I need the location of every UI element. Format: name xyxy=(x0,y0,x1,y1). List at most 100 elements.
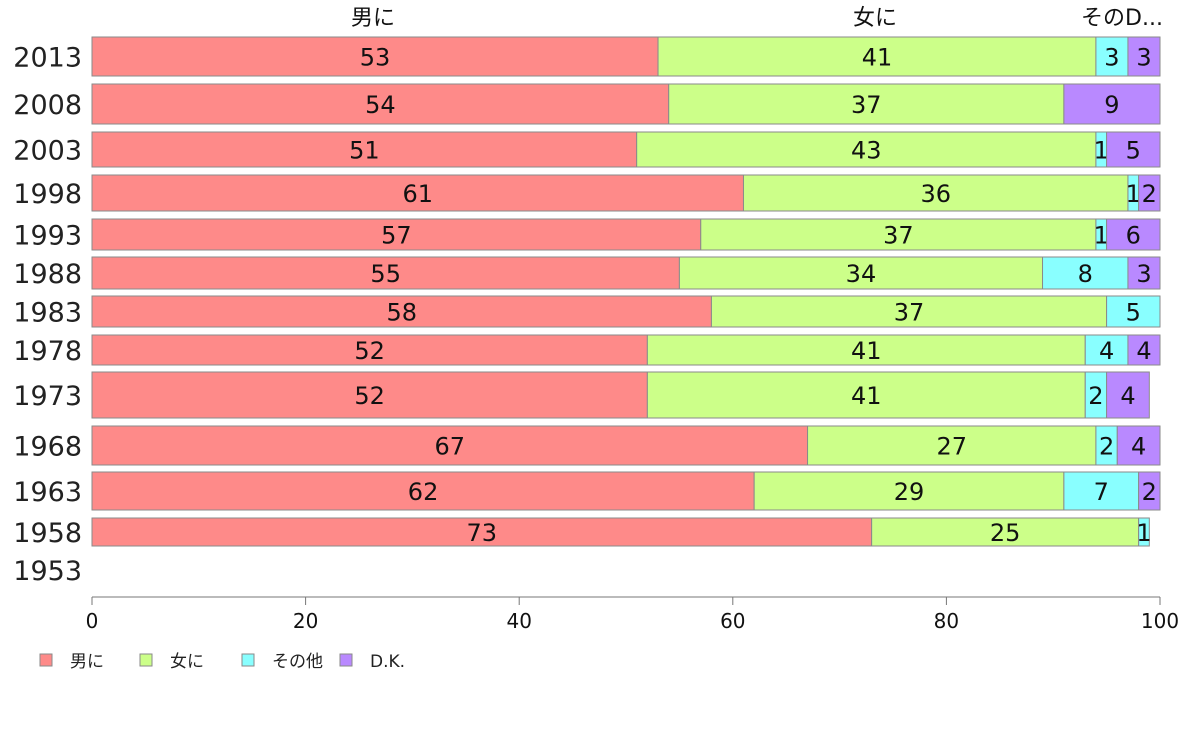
x-tick-label: 20 xyxy=(293,609,318,633)
data-label: 58 xyxy=(386,299,417,327)
data-label: 1 xyxy=(1094,137,1109,165)
data-label: 9 xyxy=(1104,91,1119,119)
data-label: 57 xyxy=(381,222,412,250)
bar-segment xyxy=(1106,295,1161,328)
category-label: 2013 xyxy=(13,43,82,74)
data-label: 53 xyxy=(360,44,391,72)
bar-segment xyxy=(91,517,873,547)
data-label: 4 xyxy=(1120,382,1135,410)
bar-segment xyxy=(1063,471,1140,511)
bar-segment xyxy=(1106,131,1161,168)
category-label: 2008 xyxy=(13,90,82,121)
bar-segment xyxy=(678,256,1044,290)
data-label: 29 xyxy=(894,478,925,506)
category-label: 1968 xyxy=(13,432,82,463)
bar-segment xyxy=(1084,334,1129,366)
data-label: 27 xyxy=(936,433,967,461)
legend-swatch xyxy=(139,653,153,667)
data-label: 3 xyxy=(1136,44,1151,72)
legend-swatch xyxy=(241,653,255,667)
legend-label: 男に xyxy=(70,652,104,672)
bar-segment xyxy=(753,471,1065,511)
data-label: 37 xyxy=(883,222,914,250)
x-tick-label: 60 xyxy=(720,609,745,633)
data-label: 37 xyxy=(851,91,882,119)
bar-segment xyxy=(1127,36,1161,77)
column-headers: 男に 女に そのD... xyxy=(351,6,1163,31)
data-label: 6 xyxy=(1126,222,1141,250)
category-label: 1953 xyxy=(13,556,82,587)
column-header: そのD... xyxy=(1081,6,1163,31)
category-label: 1973 xyxy=(13,381,82,412)
data-label: 1 xyxy=(1126,180,1141,208)
year-labels: 2013 2008 2003 1998 1993 1988 1983 1978 1973 1968… xyxy=(13,43,82,588)
bar-segment xyxy=(91,218,702,251)
column-header: 男に xyxy=(351,6,395,31)
data-label: 61 xyxy=(402,180,433,208)
bar-segment xyxy=(1095,36,1129,77)
bar-segment xyxy=(91,425,809,466)
data-label: 55 xyxy=(370,260,401,288)
data-label: 25 xyxy=(990,519,1021,547)
data-label: 5 xyxy=(1126,137,1141,165)
data-label: 51 xyxy=(349,137,380,165)
category-label: 1963 xyxy=(13,477,82,508)
x-tick-label: 0 xyxy=(86,609,99,633)
legend-swatch xyxy=(339,653,353,667)
bar-segment xyxy=(91,471,755,511)
data-label: 1 xyxy=(1094,222,1109,250)
data-label: 7 xyxy=(1094,478,1109,506)
data-label: 41 xyxy=(851,337,882,365)
data-label: 2 xyxy=(1142,180,1157,208)
bar-segment xyxy=(742,174,1129,212)
column-header: 女に xyxy=(853,6,897,31)
data-label: 8 xyxy=(1078,260,1093,288)
bar-segment xyxy=(871,517,1140,547)
data-label: 52 xyxy=(354,382,385,410)
data-label: 5 xyxy=(1126,299,1141,327)
category-label: 1978 xyxy=(13,336,82,367)
bar-segment xyxy=(1116,425,1161,466)
bar-segment xyxy=(91,131,638,168)
bar-segment xyxy=(1138,174,1161,212)
data-label: 2 xyxy=(1099,433,1114,461)
bar-segment xyxy=(91,174,744,212)
x-tick-label: 100 xyxy=(1141,609,1179,633)
bar-segment xyxy=(1106,218,1161,251)
bar-segment xyxy=(1138,517,1150,547)
data-label: 37 xyxy=(894,299,925,327)
legend-label: その他 xyxy=(272,652,323,672)
category-label: 1998 xyxy=(13,179,82,210)
data-label: 67 xyxy=(435,433,466,461)
legend-label: D.K. xyxy=(370,652,405,672)
data-label: 52 xyxy=(354,337,385,365)
data-label: 73 xyxy=(467,519,498,547)
data-label: 2 xyxy=(1088,382,1103,410)
bar-segment xyxy=(91,83,670,125)
legend: 男に 女に その他 D.K. xyxy=(39,652,405,672)
bar-segment xyxy=(1042,256,1129,290)
data-label: 4 xyxy=(1136,337,1151,365)
data-label: 62 xyxy=(408,478,439,506)
bar-segment xyxy=(1106,371,1150,419)
bar-segment xyxy=(646,334,1086,366)
bar-segment xyxy=(1138,471,1161,511)
data-label: 54 xyxy=(365,91,396,119)
category-label: 1958 xyxy=(13,518,82,549)
bar-segment xyxy=(91,256,680,290)
bar-segment xyxy=(1127,334,1161,366)
category-label: 1988 xyxy=(13,259,82,290)
data-label: 3 xyxy=(1136,260,1151,288)
bar-segment xyxy=(91,295,712,328)
data-label: 4 xyxy=(1131,433,1146,461)
data-label: 34 xyxy=(846,260,877,288)
category-label: 2003 xyxy=(13,136,82,167)
bar-segment xyxy=(636,131,1097,168)
bar-segment xyxy=(700,218,1097,251)
bar-segment xyxy=(646,371,1086,419)
bar-segment xyxy=(91,36,659,77)
data-label: 41 xyxy=(851,382,882,410)
bar-segment xyxy=(1127,256,1161,290)
x-tick-label: 80 xyxy=(934,609,959,633)
